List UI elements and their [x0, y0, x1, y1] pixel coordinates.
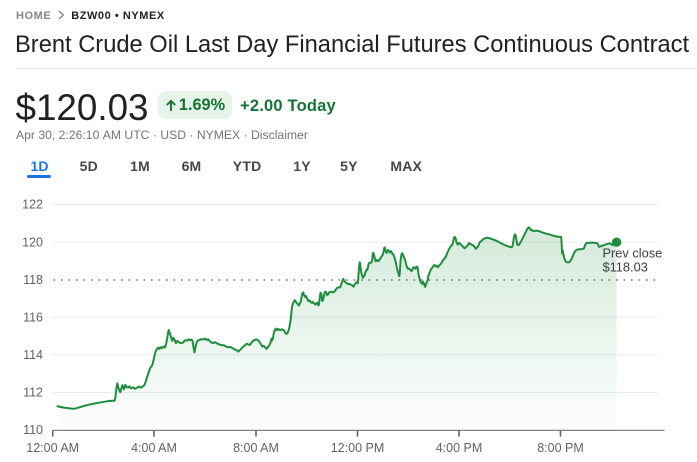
svg-text:12:00 AM: 12:00 AM [26, 441, 79, 455]
svg-text:4:00 AM: 4:00 AM [131, 441, 177, 455]
svg-text:114: 114 [23, 348, 43, 362]
svg-text:Prev close: Prev close [603, 246, 663, 261]
svg-text:122: 122 [22, 198, 43, 212]
svg-text:110: 110 [23, 423, 43, 437]
svg-text:116: 116 [23, 310, 43, 324]
svg-text:$118.03: $118.03 [603, 259, 648, 274]
svg-text:120: 120 [22, 235, 43, 249]
svg-text:12:00 PM: 12:00 PM [331, 441, 385, 455]
svg-text:8:00 AM: 8:00 AM [233, 441, 279, 455]
svg-text:8:00 PM: 8:00 PM [537, 441, 584, 455]
svg-text:118: 118 [23, 273, 43, 287]
svg-text:112: 112 [23, 386, 43, 400]
svg-text:4:00 PM: 4:00 PM [436, 441, 483, 455]
